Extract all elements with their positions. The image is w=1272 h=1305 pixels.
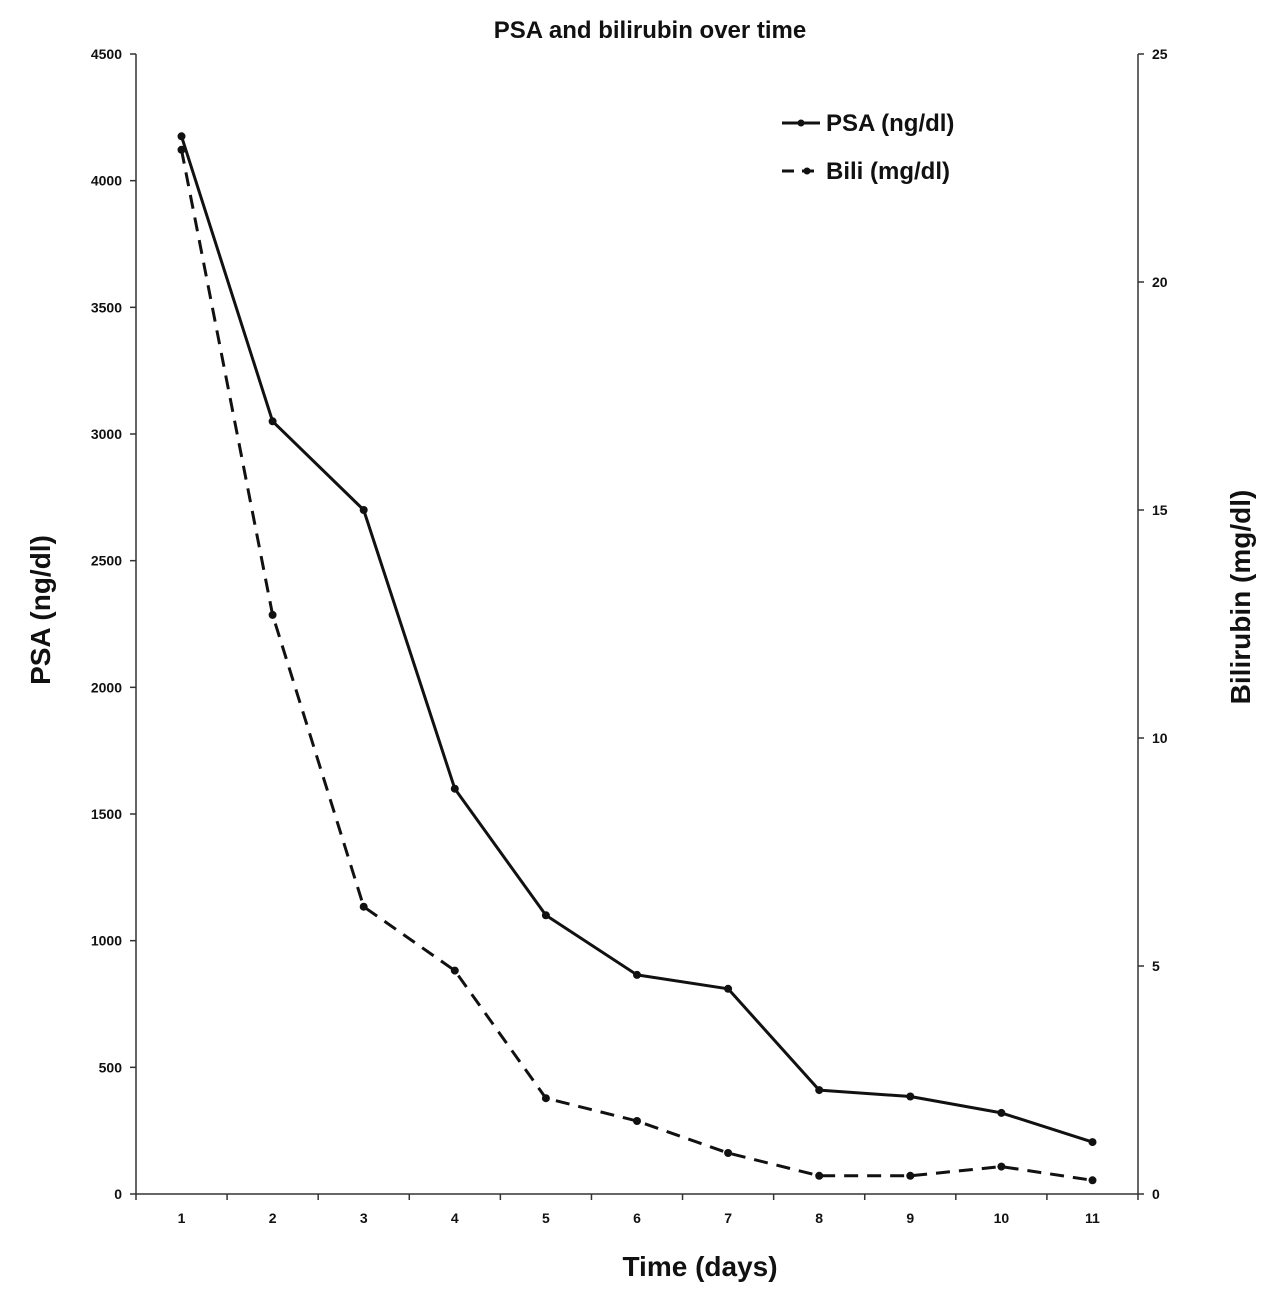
x-tick-label: 8	[815, 1210, 823, 1226]
x-tick-label: 9	[906, 1210, 914, 1226]
data-point	[359, 902, 368, 911]
axes: 0 500 1000 1500 2000 2500 3000 3500 4000 4500 0 5 10…	[91, 46, 1168, 1226]
y2-tick-label: 10	[1152, 730, 1168, 746]
data-point	[724, 1149, 733, 1157]
y2-tick-label: 5	[1152, 958, 1160, 974]
y2-tick-label: 0	[1152, 1186, 1160, 1202]
x-tick-label: 5	[542, 1210, 550, 1226]
x-tick-label: 7	[724, 1210, 732, 1226]
x-tick-label: 6	[633, 1210, 641, 1226]
data-point	[633, 970, 641, 979]
chart-title: PSA and bilirubin over time	[494, 17, 807, 44]
data-point	[450, 784, 459, 793]
legend-item-psa: PSA (ng/dl)	[782, 110, 954, 137]
data-point	[541, 1094, 550, 1103]
data-point	[450, 966, 459, 975]
data-point	[997, 1162, 1006, 1171]
x-tick-label: 3	[360, 1210, 368, 1226]
data-point	[997, 1108, 1006, 1117]
x-tick-label: 2	[269, 1210, 277, 1226]
x-tick-label: 1	[178, 1210, 186, 1226]
series-psa	[177, 132, 1097, 1147]
data-point	[724, 984, 733, 993]
x-tick-label: 10	[994, 1210, 1010, 1226]
y2-tick-label: 20	[1152, 274, 1168, 290]
data-point	[177, 145, 186, 154]
data-point	[815, 1171, 824, 1180]
legend-item-bili: Bili (mg/dl)	[782, 158, 950, 185]
y-tick-label: 4000	[91, 173, 122, 189]
y-tick-label: 3000	[91, 426, 122, 442]
legend-label-psa: PSA (ng/dl)	[826, 110, 954, 137]
y-tick-label: 3500	[91, 299, 122, 315]
data-point	[268, 610, 277, 619]
data-point	[177, 132, 186, 141]
legend: PSA (ng/dl) Bili (mg/dl)	[782, 110, 954, 185]
data-point	[359, 506, 368, 514]
data-point	[1088, 1176, 1097, 1185]
data-point	[906, 1171, 915, 1180]
series-layer	[177, 132, 1097, 1185]
data-point	[1088, 1138, 1097, 1147]
y-tick-label: 1500	[91, 806, 122, 822]
legend-label-bili: Bili (mg/dl)	[826, 158, 950, 185]
y-tick-label: 4500	[91, 46, 122, 62]
y-tick-label: 500	[99, 1059, 123, 1075]
y-tick-label: 2000	[91, 679, 122, 695]
data-point	[815, 1086, 824, 1095]
x-tick-label: 11	[1085, 1210, 1100, 1226]
x-tick-label: 4	[451, 1210, 459, 1226]
data-point	[906, 1092, 915, 1101]
series-bili	[177, 145, 1097, 1185]
x-axis-title: Time (days)	[622, 1251, 777, 1282]
y-tick-label: 1000	[91, 933, 122, 949]
y2-tick-label: 15	[1152, 502, 1168, 518]
y2-tick-label: 25	[1152, 46, 1168, 62]
data-point	[541, 911, 550, 920]
data-point	[268, 417, 277, 426]
y-axis-title: PSA (ng/dl)	[25, 535, 56, 685]
y2-axis-title: Bilirubin (mg/dl)	[1225, 490, 1256, 705]
data-point	[633, 1117, 641, 1125]
series-line	[180, 149, 1093, 1182]
y-tick-label: 0	[114, 1186, 122, 1202]
y-tick-label: 2500	[91, 553, 122, 569]
